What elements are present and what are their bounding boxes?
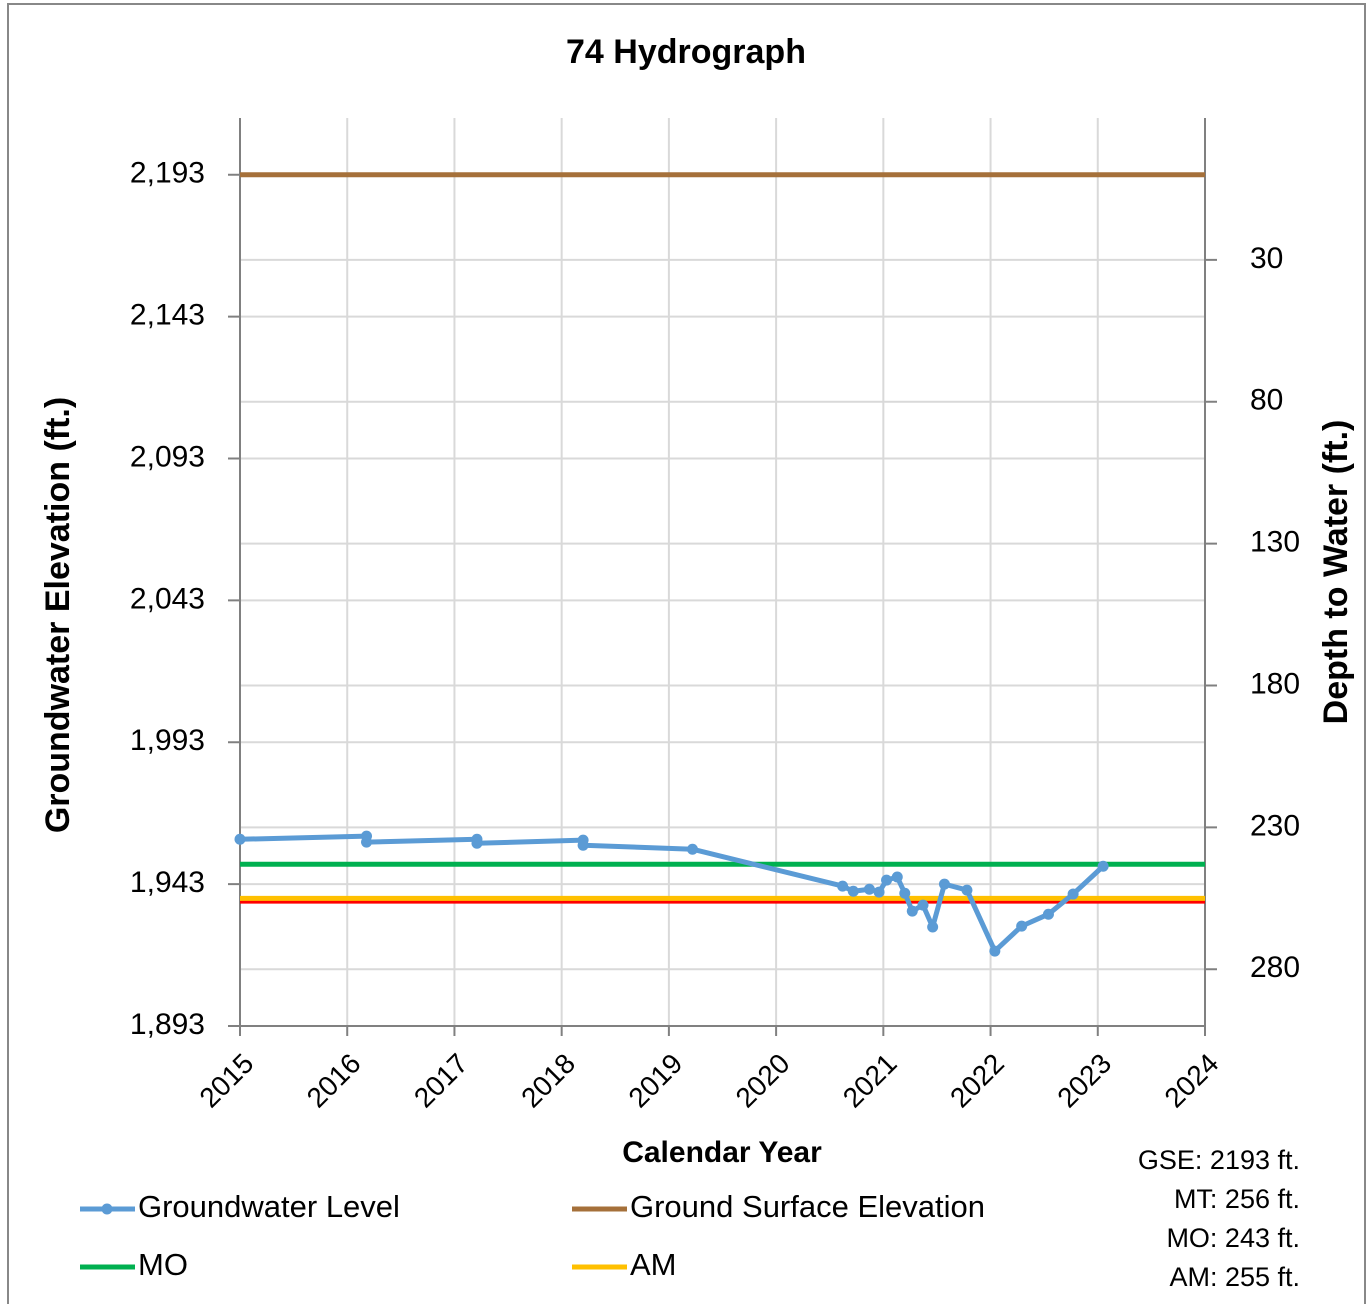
legend-label: AM	[630, 1247, 677, 1282]
chart-frame	[7, 3, 1366, 1309]
legend-label: Groundwater Level	[138, 1189, 400, 1224]
data-point	[927, 921, 939, 933]
data-point	[917, 899, 929, 911]
y2-tick-label: 230	[1250, 809, 1300, 842]
y-tick-label: 2,043	[130, 582, 205, 615]
note: AM: 255 ft.	[1169, 1262, 1300, 1292]
x-axis-title: Calendar Year	[622, 1136, 822, 1169]
y-tick-label: 1,893	[130, 1008, 205, 1041]
y2-axis-title: Depth to Water (ft.)	[1317, 420, 1355, 725]
data-point	[686, 843, 698, 855]
data-point	[234, 833, 246, 845]
y2-tick-label: 80	[1250, 384, 1283, 417]
data-point	[847, 885, 859, 897]
note: MT: 256 ft.	[1174, 1184, 1300, 1214]
data-point	[1097, 860, 1109, 872]
y-tick-label: 1,993	[130, 724, 205, 757]
y2-tick-label: 30	[1250, 242, 1283, 275]
note: MO: 243 ft.	[1166, 1223, 1300, 1253]
y-tick-label: 1,943	[130, 866, 205, 899]
y-tick-label: 2,093	[130, 440, 205, 473]
data-point	[906, 905, 918, 917]
chart-title: 74 Hydrograph	[566, 33, 806, 71]
data-point	[577, 839, 589, 851]
data-point	[989, 945, 1001, 957]
legend-marker	[101, 1203, 113, 1215]
y-tick-label: 2,143	[130, 299, 205, 332]
legend-label: MO	[138, 1247, 188, 1282]
data-point	[837, 880, 849, 892]
data-point	[961, 884, 973, 896]
y-tick-label: 2,193	[130, 157, 205, 190]
legend-label: Ground Surface Elevation	[630, 1189, 985, 1224]
data-point	[899, 887, 911, 899]
data-point	[361, 836, 373, 848]
data-point	[891, 871, 903, 883]
data-point	[1067, 888, 1079, 900]
y-axis-title: Groundwater Elevation (ft.)	[39, 397, 77, 833]
data-point	[938, 878, 950, 890]
data-point	[881, 874, 893, 886]
data-point	[873, 886, 885, 898]
data-point	[863, 883, 875, 895]
y2-tick-label: 130	[1250, 526, 1300, 559]
data-point	[1016, 920, 1028, 932]
data-point	[471, 837, 483, 849]
y2-tick-label: 280	[1250, 951, 1300, 984]
y2-tick-label: 180	[1250, 667, 1300, 700]
note: GSE: 2193 ft.	[1138, 1145, 1300, 1175]
data-point	[1042, 908, 1054, 920]
